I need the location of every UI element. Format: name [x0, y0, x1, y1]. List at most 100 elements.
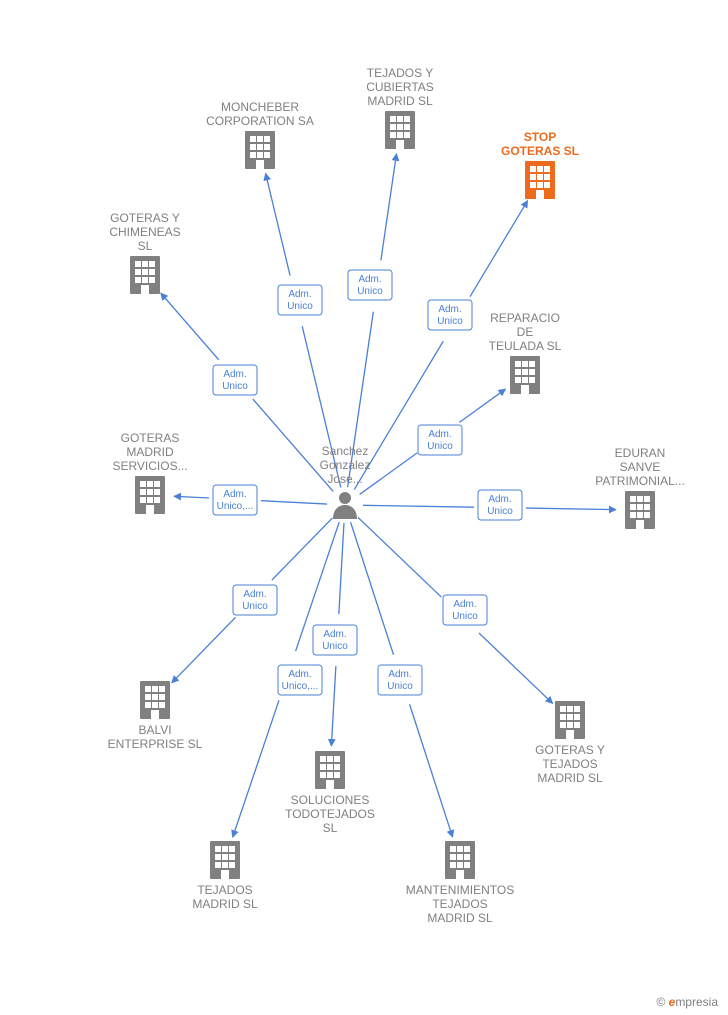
network-stage: Adm.UnicoAdm.UnicoAdm.UnicoAdm.UnicoAdm.…	[0, 0, 728, 1015]
edge-label-text: Unico	[322, 641, 348, 652]
edge-label-text: Unico	[387, 681, 413, 692]
building-icon	[555, 701, 585, 739]
edge-line-arrow	[174, 496, 209, 498]
company-node[interactable]: TEJADOS YCUBIERTASMADRID SL	[366, 66, 434, 149]
building-icon	[315, 751, 345, 789]
edge-label-text: Adm.	[428, 429, 451, 440]
edge-label-text: Unico	[427, 441, 453, 452]
company-label: MADRID	[126, 445, 174, 459]
company-label: MADRID SL	[192, 897, 258, 911]
company-label: STOP	[524, 130, 556, 144]
company-label: SL	[138, 239, 153, 253]
company-label: PATRIMONIAL...	[595, 474, 685, 488]
edge-label-text: Adm.	[323, 629, 346, 640]
company-node[interactable]: GOTERASMADRIDSERVICIOS...	[112, 431, 187, 514]
company-label: MANTENIMIENTOS	[406, 883, 514, 897]
company-label: TEJADOS	[197, 883, 252, 897]
edge-label-text: Adm.	[288, 289, 311, 300]
edge-label-text: Adm.	[488, 494, 511, 505]
company-label: REPARACIO	[490, 311, 560, 325]
building-icon	[140, 681, 170, 719]
person-node[interactable]: SanchezGonzalezJose...	[320, 444, 371, 519]
company-node[interactable]: MANTENIMIENTOSTEJADOSMADRID SL	[406, 841, 514, 925]
edge-line	[261, 501, 327, 504]
edge-label-text: Unico	[487, 506, 513, 517]
edge-line-arrow	[526, 508, 616, 510]
company-node[interactable]: GOTERAS YTEJADOSMADRID SL	[535, 701, 605, 785]
edge-label-text: Adm.	[288, 669, 311, 680]
company-label: SANVE	[620, 460, 661, 474]
company-label: TODOTEJADOS	[285, 807, 375, 821]
edge-label-text: Adm.	[223, 489, 246, 500]
company-label: DE	[517, 325, 534, 339]
company-label: SOLUCIONES	[291, 793, 370, 807]
company-node[interactable]: EDURANSANVEPATRIMONIAL...	[595, 446, 685, 529]
building-icon	[510, 356, 540, 394]
company-node[interactable]: MONCHEBERCORPORATION SA	[206, 100, 314, 169]
company-label: ENTERPRISE SL	[108, 737, 203, 751]
edge-line	[363, 505, 474, 507]
copyright-symbol: ©	[656, 995, 665, 1009]
company-label: MONCHEBER	[221, 100, 299, 114]
company-label: CUBIERTAS	[366, 80, 434, 94]
company-label: TEULADA SL	[489, 339, 562, 353]
building-icon	[245, 131, 275, 169]
edge-line-arrow	[410, 704, 453, 837]
edge-label-text: Unico	[222, 381, 248, 392]
building-icon	[385, 111, 415, 149]
edge-label-text: Unico,...	[217, 501, 254, 512]
company-label: MADRID SL	[367, 94, 433, 108]
building-icon	[210, 841, 240, 879]
copyright: © empresia	[656, 995, 718, 1009]
edge-label-text: Adm.	[388, 669, 411, 680]
edge-label-text: Adm.	[453, 599, 476, 610]
edge-label-text: Unico,...	[282, 681, 319, 692]
edge-label-text: Unico	[437, 316, 463, 327]
edge-line-arrow	[479, 633, 553, 703]
company-label: EDURAN	[615, 446, 666, 460]
company-label: BALVI	[138, 723, 171, 737]
edge-label-text: Unico	[452, 611, 478, 622]
edge-label-text: Adm.	[223, 369, 246, 380]
edge-line	[339, 523, 344, 614]
edge-label-text: Unico	[357, 286, 383, 297]
company-label: MADRID SL	[537, 771, 603, 785]
company-label: GOTERAS SL	[501, 144, 579, 158]
company-node[interactable]: TEJADOSMADRID SL	[192, 841, 258, 911]
edge-label-text: Unico	[242, 601, 268, 612]
person-label: Sanchez	[322, 444, 369, 458]
company-label: SERVICIOS...	[112, 459, 187, 473]
company-label: TEJADOS	[542, 757, 597, 771]
company-label: CHIMENEAS	[109, 225, 180, 239]
company-label: CORPORATION SA	[206, 114, 314, 128]
building-icon	[130, 256, 160, 294]
edge-line-arrow	[381, 154, 397, 261]
edge-label-text: Adm.	[243, 589, 266, 600]
company-label: MADRID SL	[427, 911, 493, 925]
building-icon	[525, 161, 555, 199]
edge-line-arrow	[161, 293, 219, 360]
brand-rest: mpresia	[675, 995, 718, 1009]
building-icon	[445, 841, 475, 879]
edge-label-text: Adm.	[358, 274, 381, 285]
company-label: GOTERAS	[121, 431, 180, 445]
company-label: GOTERAS Y	[535, 743, 605, 757]
person-label: Gonzalez	[320, 458, 371, 472]
company-node[interactable]: REPARACIODETEULADA SL	[489, 311, 562, 394]
building-icon	[625, 491, 655, 529]
edge-label-text: Adm.	[438, 304, 461, 315]
company-node[interactable]: BALVIENTERPRISE SL	[108, 681, 203, 751]
edge-line-arrow	[459, 389, 505, 422]
edge-line-arrow	[172, 617, 236, 682]
company-node[interactable]: SOLUCIONESTODOTEJADOSSL	[285, 751, 375, 835]
person-label: Jose...	[327, 472, 362, 486]
edge-line-arrow	[266, 173, 290, 275]
edge-line-arrow	[233, 700, 279, 837]
company-node[interactable]: STOPGOTERAS SL	[501, 130, 579, 199]
company-label: TEJADOS Y	[367, 66, 433, 80]
company-node[interactable]: GOTERAS YCHIMENEASSL	[109, 211, 180, 294]
person-icon	[333, 492, 357, 519]
edge-line-arrow	[331, 666, 336, 746]
building-icon	[135, 476, 165, 514]
company-label: TEJADOS	[432, 897, 487, 911]
